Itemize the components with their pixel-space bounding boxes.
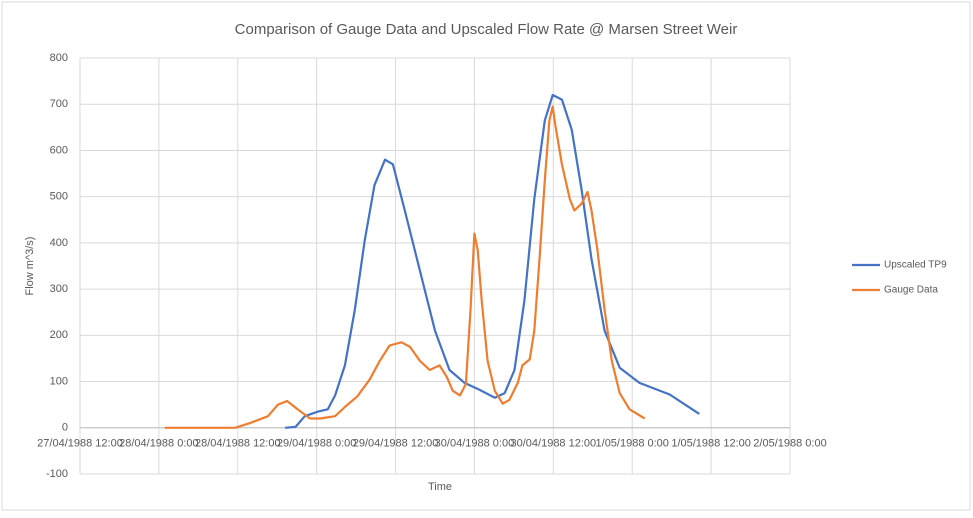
y-tick-label: 300 xyxy=(50,283,68,295)
x-tick-label: 1/05/1988 0:00 xyxy=(596,438,669,450)
y-tick-label: 600 xyxy=(50,144,68,156)
legend-label: Gauge Data xyxy=(884,285,938,296)
series-line xyxy=(285,93,700,429)
y-tick-label: 800 xyxy=(50,52,68,64)
y-tick-label: 200 xyxy=(50,329,68,341)
y-tick-label: -100 xyxy=(46,468,68,480)
chart-title: Comparison of Gauge Data and Upscaled Fl… xyxy=(235,21,738,38)
y-tick-label: 700 xyxy=(50,98,68,110)
y-tick-label: 0 xyxy=(62,422,68,434)
y-tick-label: 100 xyxy=(50,375,68,387)
y-tick-label: 500 xyxy=(50,191,68,203)
series-line xyxy=(164,105,646,429)
x-tick-label: 2/05/1988 0:00 xyxy=(753,438,826,450)
x-tick-label: 27/04/1988 12:00 xyxy=(37,438,123,450)
x-tick-label: 29/04/1988 0:00 xyxy=(277,438,357,450)
x-tick-label: 1/05/1988 12:00 xyxy=(671,438,751,450)
x-tick-label: 28/04/1988 12:00 xyxy=(195,438,281,450)
y-axis-label: Flow m^3/s) xyxy=(24,237,36,296)
x-axis-label: Time xyxy=(428,481,452,493)
x-tick-label: 29/04/1988 12:00 xyxy=(353,438,439,450)
x-tick-label: 28/04/1988 0:00 xyxy=(119,438,199,450)
x-tick-label: 30/04/1988 0:00 xyxy=(435,438,515,450)
y-tick-label: 400 xyxy=(50,237,68,249)
x-tick-label: 30/04/1988 12:00 xyxy=(511,438,597,450)
legend-label: Upscaled TP9 xyxy=(884,260,947,271)
